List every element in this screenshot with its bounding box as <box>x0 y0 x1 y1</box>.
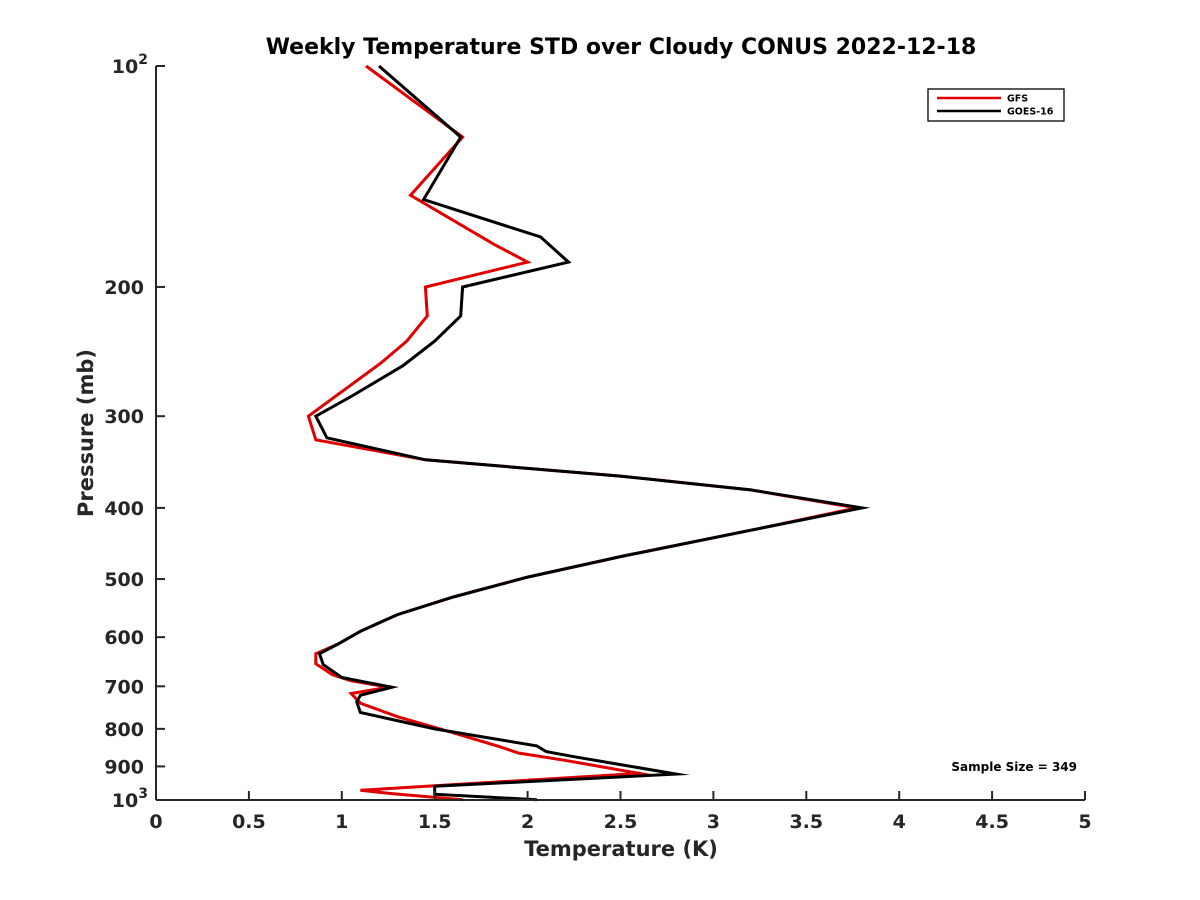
y-tick-label: 900 <box>104 756 144 778</box>
y-tick-label: 103 <box>112 786 148 812</box>
y-tick-label: 500 <box>104 569 144 591</box>
x-tick-label: 4.5 <box>975 811 1009 833</box>
x-tick-label: 3 <box>707 811 720 833</box>
x-axis-label: Temperature (K) <box>524 837 718 861</box>
x-tick-label: 0 <box>149 811 162 833</box>
y-tick-label: 400 <box>104 498 144 520</box>
legend: GFS GOES-16 <box>927 88 1065 122</box>
y-tick-label: 300 <box>104 406 144 428</box>
x-tick-label: 2.5 <box>604 811 638 833</box>
x-tick-label: 3.5 <box>789 811 823 833</box>
x-tick-label: 4 <box>893 811 906 833</box>
y-axis-label: Pressure (mb) <box>74 349 98 517</box>
x-tick-label: 0.5 <box>232 811 266 833</box>
axes-layer <box>155 66 1085 801</box>
legend-label-goes-16: GOES-16 <box>1007 107 1054 118</box>
y-tick-label: 102 <box>112 52 148 78</box>
x-ticks: 0 0.5 1 1.5 2 2.5 3 3.5 4 4.5 5 <box>149 791 1092 833</box>
y-tick-label: 200 <box>104 277 144 299</box>
x-tick-label: 1 <box>335 811 348 833</box>
series-line-gfs <box>306 64 865 802</box>
series-layer <box>306 64 871 802</box>
x-tick-label: 2 <box>521 811 534 833</box>
legend-items: GFS GOES-16 <box>937 94 1054 118</box>
plot-area: 0 0.5 1 1.5 2 2.5 3 3.5 4 4.5 5 102 200 300 400 500 600… <box>104 52 1091 833</box>
legend-label-gfs: GFS <box>1007 94 1028 105</box>
x-tick-label: 1.5 <box>418 811 452 833</box>
chart-title: Weekly Temperature STD over Cloudy CONUS… <box>266 35 977 60</box>
y-tick-label: 700 <box>104 676 144 698</box>
y-tick-label: 800 <box>104 719 144 741</box>
series-line-goes-16 <box>313 64 871 802</box>
sample-size-annotation: Sample Size = 349 <box>951 760 1077 774</box>
y-tick-label: 600 <box>104 627 144 649</box>
y-ticks: 102 200 300 400 500 600 700 800 900 103 <box>104 52 165 812</box>
x-tick-label: 5 <box>1078 811 1091 833</box>
legend-box <box>927 88 1065 122</box>
